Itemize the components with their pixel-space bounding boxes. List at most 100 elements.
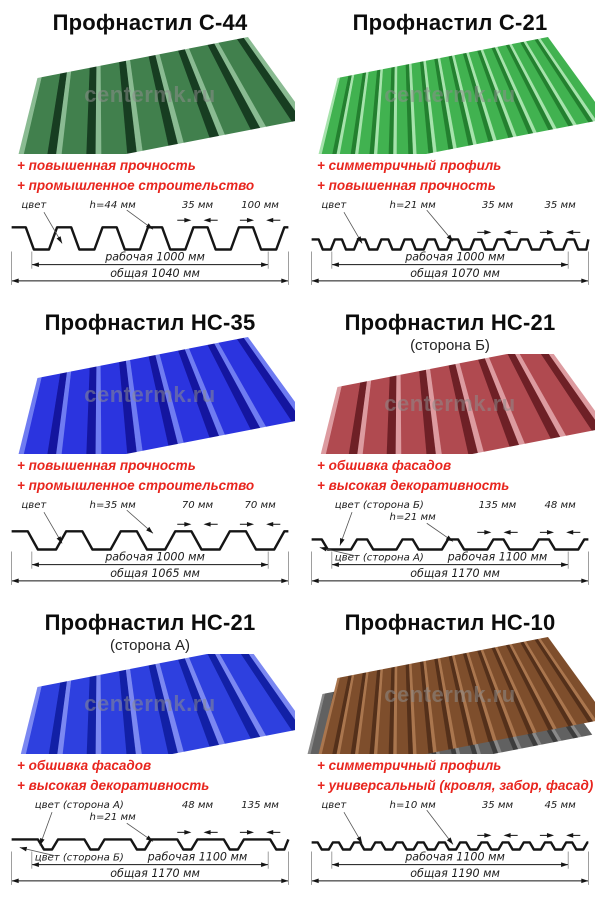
feature-item: + промышленное строительство <box>17 476 295 496</box>
dim-arrowhead <box>547 833 554 838</box>
watermark: centermk.ru <box>305 82 595 108</box>
sheet-image-area: centermk.ru <box>5 36 295 154</box>
diagram-dim2-label: 48 мм <box>544 500 576 511</box>
dim-arrowhead <box>184 522 191 527</box>
dim-arrowhead <box>281 279 288 284</box>
feature-item: + промышленное строительство <box>17 176 295 196</box>
diagram-dim1-label: 35 мм <box>482 200 514 211</box>
sheet-image-area: centermk.ru <box>5 654 295 754</box>
diagram-height-label: h=21 мм <box>90 812 137 823</box>
dim-arrowhead <box>581 579 588 584</box>
dim-arrowhead <box>32 262 39 267</box>
diagram-dim1-label: 35 мм <box>482 800 514 811</box>
diagram-height-label: h=21 мм <box>390 200 437 211</box>
dim-arrowhead <box>312 279 319 284</box>
watermark: centermk.ru <box>5 691 295 717</box>
panel-title: Профнастил НС-21 <box>5 610 295 636</box>
feature-item: + симметричный профиль <box>317 156 595 176</box>
diagram-dim2-label: 100 мм <box>241 200 279 211</box>
diagram-working-label: рабочая 1100 мм <box>447 551 548 564</box>
diagram-height-label: h=44 мм <box>90 200 137 211</box>
dim-arrowhead <box>32 562 39 567</box>
product-panel: Профнастил НС-35 centermk.ru + повышенна… <box>0 300 300 600</box>
product-panel: Профнастил С-44 centermk.ru + повышенная… <box>0 0 300 300</box>
feature-item: + повышенная прочность <box>317 176 595 196</box>
feature-list: + симметричный профиль + повышенная прочн… <box>305 156 595 197</box>
profile-line <box>12 227 289 249</box>
diagram-dim1-label: 48 мм <box>182 800 214 811</box>
panel-title: Профнастил НС-10 <box>305 610 595 636</box>
diagram-working-label: рабочая 1100 мм <box>404 851 505 864</box>
dim-arrowhead <box>332 262 339 267</box>
watermark: centermk.ru <box>305 391 595 417</box>
sheet-image-area: centermk.ru <box>305 354 595 454</box>
product-panel: Профнастил С-21 centermk.ru + симметричн… <box>300 0 600 300</box>
leader-arrowhead <box>20 847 27 851</box>
feature-item: + обшивка фасадов <box>17 756 295 776</box>
diagram-height-label: h=35 мм <box>90 500 137 511</box>
diagram-total-label: общая 1170 мм <box>110 867 200 880</box>
dim-arrowhead <box>484 530 491 535</box>
dim-arrowhead <box>504 530 511 535</box>
dim-arrowhead <box>12 279 19 284</box>
dim-arrowhead <box>312 579 319 584</box>
dim-arrowhead <box>561 262 568 267</box>
dim-arrowhead <box>261 262 268 267</box>
dim-arrowhead <box>547 530 554 535</box>
dim-arrowhead <box>204 218 211 223</box>
dim-arrowhead <box>266 522 273 527</box>
feature-list: + симметричный профиль + универсальный (к… <box>305 756 595 797</box>
feature-item: + универсальный (кровля, забор, фасад) <box>317 776 595 796</box>
feature-list: + повышенная прочность + промышленное стр… <box>5 156 295 197</box>
feature-list: + обшивка фасадов + высокая декоративност… <box>305 456 595 497</box>
dim-arrowhead <box>266 218 273 223</box>
feature-list: + обшивка фасадов + высокая декоративност… <box>5 756 295 797</box>
panel-title: Профнастил С-21 <box>305 10 595 36</box>
dim-arrowhead <box>566 530 573 535</box>
profile-line <box>312 539 589 549</box>
dim-arrowhead <box>566 833 573 838</box>
diagram-total-label: общая 1070 мм <box>410 267 500 280</box>
dim-arrowhead <box>261 562 268 567</box>
sheet-image-area: centermk.ru <box>5 336 295 454</box>
diagram-total-label: общая 1040 мм <box>110 267 200 280</box>
dim-arrowhead <box>312 879 319 884</box>
profile-line <box>312 842 589 849</box>
dim-arrowhead <box>504 833 511 838</box>
diagram-dim2-label: 135 мм <box>241 800 279 811</box>
diagram-color-label: цвет <box>21 200 47 211</box>
diagram-dim1-label: 70 мм <box>182 500 214 511</box>
dim-arrowhead <box>504 230 511 235</box>
dim-arrowhead <box>547 230 554 235</box>
leader-arrowhead <box>340 538 345 545</box>
product-panel: Профнастил НС-21 (сторона А) centermk.ru… <box>0 600 300 900</box>
dim-arrowhead <box>581 279 588 284</box>
diagram-color-label: цвет <box>321 200 347 211</box>
panel-title: Профнастил НС-21 <box>305 310 595 336</box>
diagram-dim1-label: 135 мм <box>479 500 517 511</box>
dim-arrowhead <box>247 830 254 835</box>
profile-diagram: цвет h=44 мм 35 мм 100 ммрабочая 1000 ммобщ… <box>3 197 297 298</box>
feature-item: + симметричный профиль <box>317 756 595 776</box>
diagram-height-label: h=10 мм <box>390 800 437 811</box>
diagram-total-label: общая 1065 мм <box>110 567 200 580</box>
dim-arrowhead <box>12 879 19 884</box>
feature-item: + высокая декоративность <box>17 776 295 796</box>
diagram-working-label: рабочая 1000 мм <box>104 251 205 264</box>
watermark: centermk.ru <box>305 682 595 708</box>
diagram-color-label: цвет (сторона А) <box>35 800 124 811</box>
dim-arrowhead <box>484 833 491 838</box>
dim-arrowhead <box>566 230 573 235</box>
diagram-total-label: общая 1190 мм <box>410 867 500 880</box>
dim-arrowhead <box>184 218 191 223</box>
profile-diagram: цвет h=21 мм 35 мм 35 ммрабочая 1000 ммобща… <box>303 197 597 298</box>
dim-arrowhead <box>561 562 568 567</box>
dim-arrowhead <box>204 522 211 527</box>
feature-item: + высокая декоративность <box>317 476 595 496</box>
dim-arrowhead <box>561 862 568 867</box>
diagram-color-label: цвет <box>321 800 347 811</box>
dim-arrowhead <box>266 830 273 835</box>
sheet-image-area: centermk.ru <box>305 36 595 154</box>
dim-arrowhead <box>184 830 191 835</box>
dim-arrowhead <box>281 879 288 884</box>
